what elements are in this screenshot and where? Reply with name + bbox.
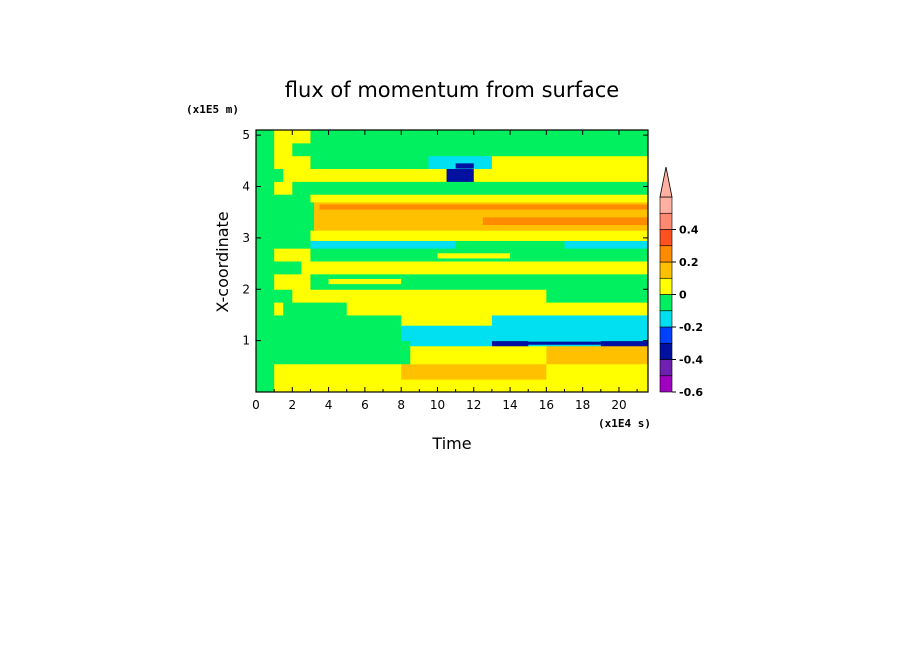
- contour-band-cell: [401, 314, 493, 326]
- colorbar-label: 0.2: [679, 256, 699, 269]
- x-tick-label: 4: [325, 398, 333, 412]
- x-ticks: 0 2 4 6 8 10 12 14 16 18 20: [252, 130, 638, 412]
- contour-band-cell: [292, 181, 649, 195]
- colorbar: -0.6 -0.4 -0.2 0 0.2 0.4: [659, 166, 703, 399]
- contour-band-cell: [410, 340, 493, 347]
- contour-band-cell: [564, 240, 649, 249]
- x-tick-label: 6: [361, 398, 369, 412]
- x-axis-label: Time: [431, 434, 471, 453]
- contour-band-cell: [428, 155, 493, 170]
- y-axis-label: X-coordinate: [213, 211, 232, 312]
- contour-band-cell: [310, 240, 457, 249]
- plot-frame: [255, 129, 649, 393]
- contour-band-cell: [256, 230, 311, 241]
- contour-feature: [319, 204, 648, 210]
- x-unit-label: (x1E4 s): [598, 417, 651, 430]
- chart-title: flux of momentum from surface: [285, 78, 619, 102]
- y-tick-label: 2: [242, 282, 250, 296]
- contour-band-cell: [310, 130, 649, 144]
- contour-band-cell: [292, 142, 649, 157]
- colorbar-label: 0: [679, 289, 687, 302]
- colorbar-label: -0.2: [679, 321, 703, 334]
- contour-band-cell: [473, 168, 649, 182]
- contour-band-cell: [256, 325, 402, 342]
- colorbar-swatch: [659, 342, 673, 360]
- x-tick-label: 16: [539, 398, 554, 412]
- contour-band-cell: [283, 302, 348, 316]
- x-tick-label: 18: [575, 398, 590, 412]
- contour-feature: [510, 341, 648, 345]
- y-unit-label: (x1E5 m): [186, 103, 239, 116]
- contour-band-cell: [310, 194, 649, 203]
- contour-band-cell: [401, 363, 547, 380]
- contour-band-cell: [310, 345, 411, 365]
- contour-feature: [528, 325, 648, 330]
- contour-band-cell: [256, 340, 411, 347]
- x-tick-label: 10: [430, 398, 445, 412]
- contour-band-cell: [310, 155, 429, 170]
- contour-band-cell: [256, 240, 311, 249]
- contour-band-cell: [292, 289, 547, 303]
- x-tick-label: 12: [466, 398, 481, 412]
- x-tick-label: 20: [611, 398, 626, 412]
- contour-band-cell: [491, 155, 649, 170]
- contour-feature: [455, 163, 474, 169]
- colorbar-swatch: [659, 229, 673, 247]
- colorbar-swatch: [659, 375, 673, 393]
- colorbar-swatch: [659, 294, 673, 312]
- contour-band-cell: [256, 194, 311, 203]
- colorbar-label: -0.6: [679, 386, 703, 399]
- heatmap-area: [256, 130, 649, 393]
- x-tick-label: 8: [397, 398, 405, 412]
- contour-feature: [437, 253, 511, 259]
- contour-band-cell: [410, 345, 547, 365]
- contour-band-cell: [256, 379, 649, 393]
- x-tick-label: 2: [288, 398, 296, 412]
- colorbar-swatch: [659, 261, 673, 279]
- y-tick-label: 4: [242, 180, 250, 194]
- contour-band-cell: [283, 168, 448, 182]
- colorbar-swatch: [659, 359, 673, 377]
- contour-band-cell: [310, 230, 649, 241]
- contour-band-cell: [455, 240, 566, 249]
- colorbar-extend-arrow: [659, 166, 673, 198]
- contour-feature: [328, 278, 402, 285]
- colorbar-label: -0.4: [679, 354, 703, 367]
- y-tick-label: 3: [242, 231, 250, 245]
- colorbar-swatch: [659, 196, 673, 214]
- contour-band-cell: [301, 261, 649, 275]
- y-tick-label: 5: [242, 128, 250, 142]
- contour-feature: [482, 217, 648, 226]
- colorbar-swatch: [659, 310, 673, 328]
- colorbar-swatch: [659, 212, 673, 230]
- contour-band-cell: [256, 314, 402, 326]
- y-tick-label: 1: [242, 334, 250, 348]
- colorbar-swatch: [659, 245, 673, 263]
- contour-band-cell: [446, 168, 475, 182]
- contour-band-cell: [256, 363, 402, 380]
- colorbar-swatch: [659, 277, 673, 295]
- contour-band-cell: [546, 289, 649, 303]
- contour-band-cell: [546, 363, 649, 380]
- contour-band-cell: [546, 345, 649, 365]
- x-tick-label: 14: [502, 398, 517, 412]
- colorbar-label: 0.4: [679, 224, 699, 237]
- contour-band-cell: [491, 314, 649, 326]
- colorbar-swatch: [659, 326, 673, 344]
- y-ticks: 1 2 3 4 5: [242, 128, 648, 348]
- x-tick-label: 0: [252, 398, 260, 412]
- contour-feature: [256, 130, 275, 392]
- contour-band-cell: [310, 273, 649, 290]
- contour-band-cell: [346, 302, 649, 316]
